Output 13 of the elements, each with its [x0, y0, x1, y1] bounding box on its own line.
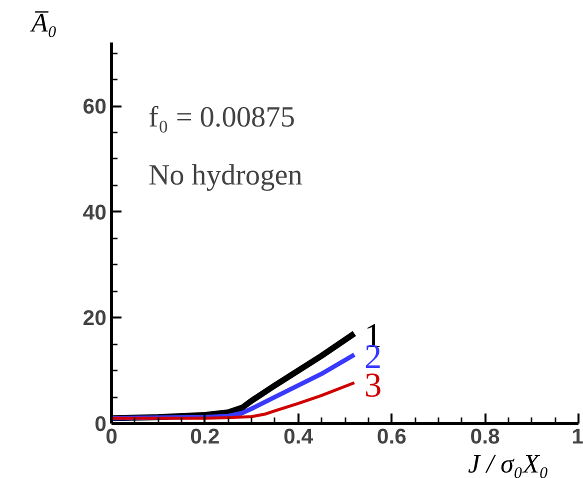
- y-tick-label: 20: [82, 306, 107, 330]
- x-tick-label: 0.2: [190, 424, 220, 448]
- annotation: f₀ = 0.00875: [148, 102, 296, 134]
- x-axis-title: J / σ₀X₀: [468, 448, 549, 478]
- y-tick-label: 60: [82, 94, 107, 118]
- y-tick-label: 40: [82, 200, 107, 224]
- x-tick-label: 0.4: [283, 424, 314, 448]
- y-axis-title: A̅₀: [30, 8, 58, 38]
- x-tick-label: 0.8: [470, 424, 500, 448]
- x-tick-label: 1: [572, 424, 583, 448]
- line-series: [112, 381, 356, 420]
- x-tick-label: 0.6: [376, 424, 407, 448]
- annotation: No hydrogen: [148, 160, 303, 192]
